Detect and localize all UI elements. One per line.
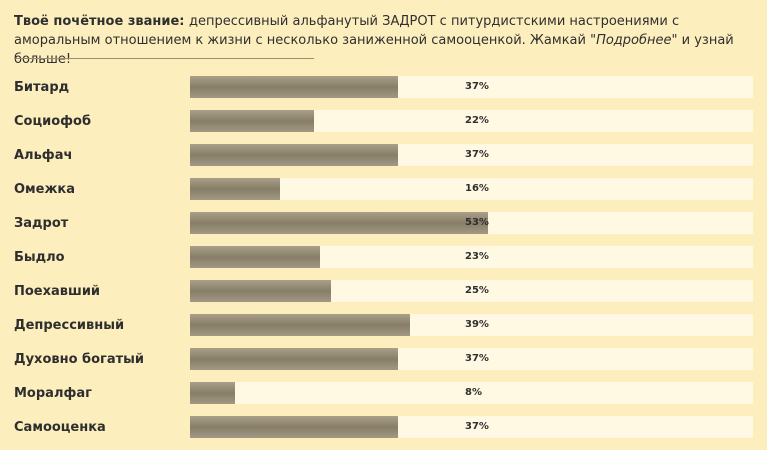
progress-track: 37% (190, 144, 753, 166)
progress-fill (190, 144, 399, 166)
progress-fill (190, 178, 281, 200)
result-label: Омежка (14, 182, 76, 197)
percent-value: 37% (465, 421, 489, 432)
progress-fill (190, 314, 410, 336)
result-label: Битард (14, 80, 70, 95)
result-row: Духовно богатый 37% (0, 348, 767, 382)
progress-fill (190, 382, 235, 404)
result-list: Битард 37% Социофоб 22% Альфач 37% Омежк… (0, 76, 767, 450)
title-colon: : (179, 14, 190, 29)
percent-value: 23% (465, 251, 489, 262)
progress-fill (190, 110, 314, 132)
progress-fill (190, 212, 489, 234)
result-row: Омежка 16% (0, 178, 767, 212)
summary-text-end: " и узнай больше! (14, 33, 734, 67)
progress-fill (190, 348, 399, 370)
result-label: Социофоб (14, 114, 92, 129)
details-link[interactable]: Подробнее (596, 33, 672, 48)
progress-track: 16% (190, 178, 753, 200)
result-label: Задрот (14, 216, 69, 231)
progress-fill (190, 280, 331, 302)
result-row: Альфач 37% (0, 144, 767, 178)
progress-fill (190, 76, 399, 98)
progress-track: 39% (190, 314, 753, 336)
percent-value: 39% (465, 319, 489, 330)
progress-track: 37% (190, 76, 753, 98)
divider (14, 58, 314, 59)
result-row: Социофоб 22% (0, 110, 767, 144)
progress-track: 53% (190, 212, 753, 234)
progress-track: 23% (190, 246, 753, 268)
progress-fill (190, 416, 399, 438)
progress-track: 25% (190, 280, 753, 302)
title-label: Твоё почётное звание (14, 14, 180, 29)
result-label: Депрессивный (14, 318, 125, 333)
percent-value: 25% (465, 285, 489, 296)
result-row: Задрот 53% (0, 212, 767, 246)
result-row: Моралфаг 8% (0, 382, 767, 416)
result-label: Духовно богатый (14, 352, 145, 367)
percent-value: 16% (465, 183, 489, 194)
percent-value: 37% (465, 149, 489, 160)
progress-track: 8% (190, 382, 753, 404)
result-label: Быдло (14, 250, 65, 265)
result-row: Депрессивный 39% (0, 314, 767, 348)
percent-value: 37% (465, 81, 489, 92)
percent-value: 8% (465, 387, 482, 398)
result-row: Самооценка 37% (0, 416, 767, 450)
result-label: Моралфаг (14, 386, 92, 401)
result-label: Поехавший (14, 284, 101, 299)
summary-text: депрессивный альфанутый ЗАДРОТ с питурди… (14, 14, 680, 48)
progress-track: 37% (190, 416, 753, 438)
percent-value: 53% (465, 217, 489, 228)
percent-value: 22% (465, 115, 489, 126)
progress-track: 22% (190, 110, 753, 132)
result-row: Поехавший 25% (0, 280, 767, 314)
result-label: Самооценка (14, 420, 106, 435)
result-row: Битард 37% (0, 76, 767, 110)
progress-track: 37% (190, 348, 753, 370)
result-label: Альфач (14, 148, 73, 163)
percent-value: 37% (465, 353, 489, 364)
result-row: Быдло 23% (0, 246, 767, 280)
progress-fill (190, 246, 320, 268)
result-summary: Твоё почётное звание: депрессивный альфа… (14, 12, 754, 69)
